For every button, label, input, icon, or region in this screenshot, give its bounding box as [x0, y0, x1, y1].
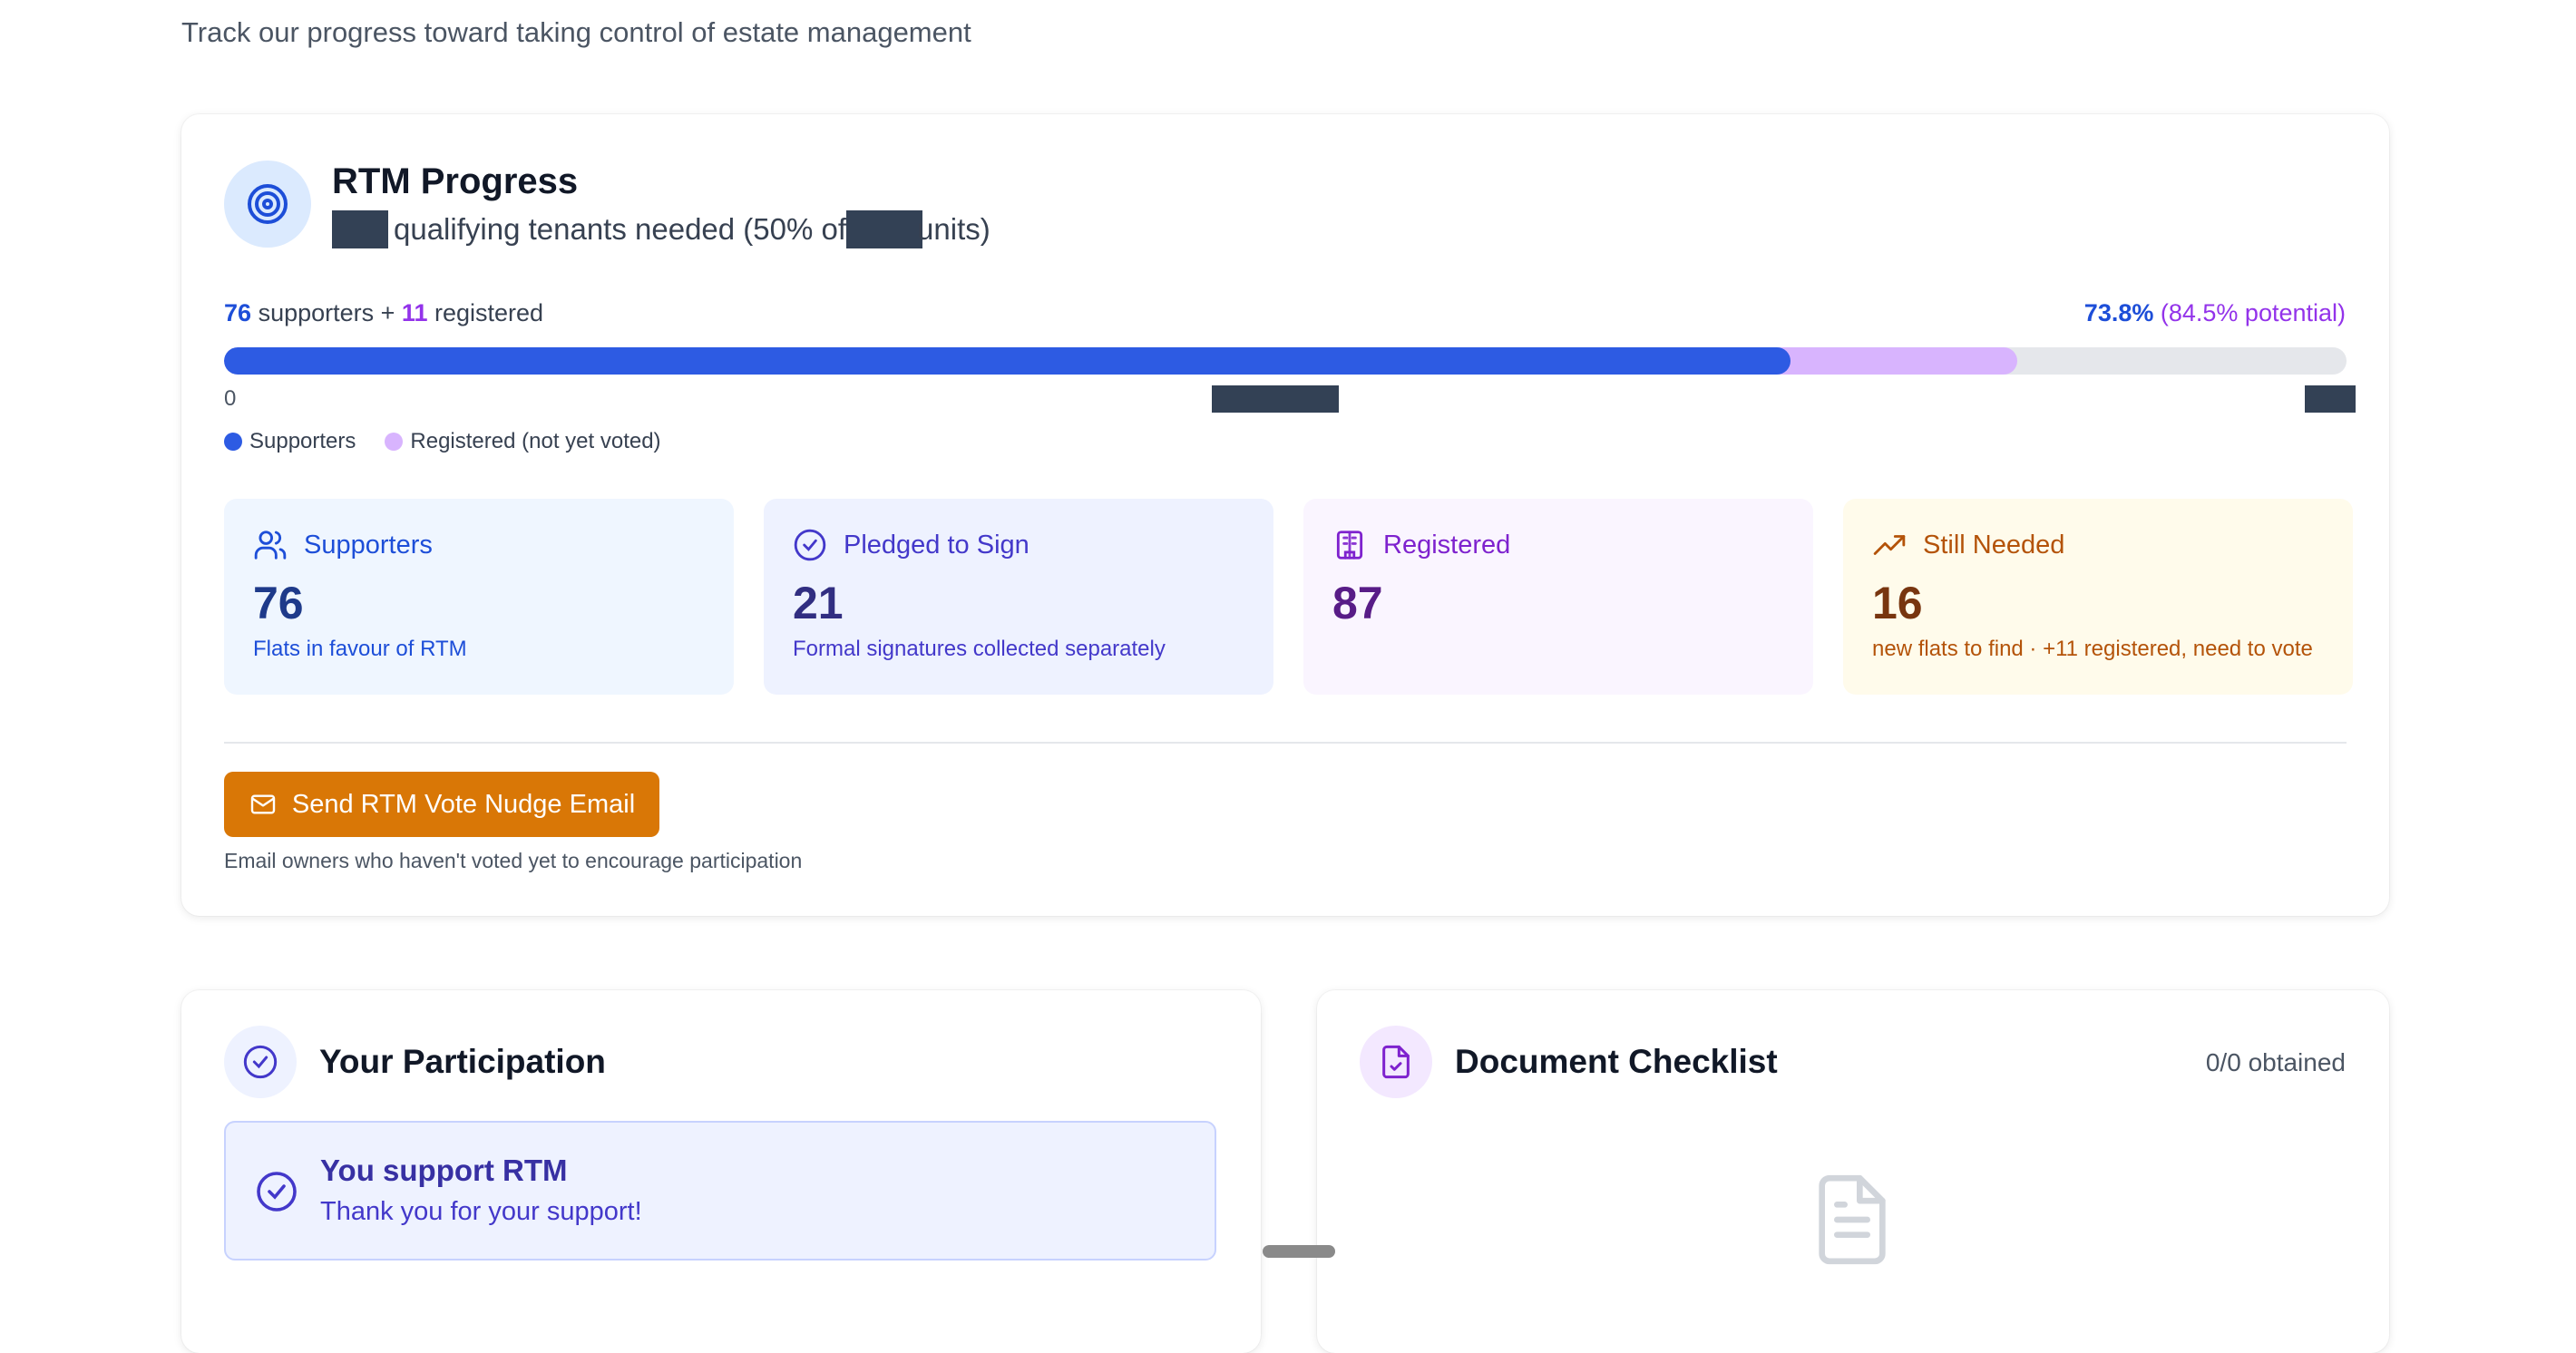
page-subtitle: Track our progress toward taking control…	[181, 16, 971, 48]
send-nudge-email-button[interactable]: Send RTM Vote Nudge Email	[224, 772, 659, 837]
progress-bar-supporters	[224, 347, 1791, 375]
document-checklist-card: Document Checklist 0/0 obtained	[1317, 990, 2389, 1353]
stat-note: new flats to find · +11 registered, need…	[1872, 637, 2313, 661]
stat-card-registered: Registered 87	[1303, 499, 1813, 695]
file-text-icon	[1814, 1174, 1890, 1270]
stat-note: Formal signatures collected separately	[793, 637, 1166, 661]
card-subtitle: qualifying tenants needed (50% of units)	[332, 210, 990, 248]
target-icon	[224, 161, 311, 248]
document-checklist-title: Document Checklist	[1455, 1043, 1778, 1080]
divider	[224, 742, 2347, 744]
users-icon	[254, 530, 287, 560]
file-check-icon	[1360, 1026, 1432, 1098]
legend-registered-swatch	[385, 433, 404, 451]
participation-card: Your Participation You support RTM Thank…	[181, 990, 1261, 1353]
progress-legend: Supporters Registered (not yet voted)	[224, 429, 661, 454]
mail-icon	[250, 794, 276, 814]
nudge-help-text: Email owners who haven't voted yet to en…	[224, 849, 803, 872]
redacted-total-label	[2305, 385, 2356, 413]
stat-value: 87	[1332, 578, 1383, 628]
stat-label: Registered	[1383, 530, 1511, 560]
progress-summary: 76 supporters + 11 registered	[224, 299, 544, 326]
stat-label: Supporters	[304, 530, 433, 560]
drag-handle[interactable]	[1263, 1245, 1335, 1258]
stat-note: Flats in favour of RTM	[253, 637, 467, 661]
stat-label: Still Needed	[1923, 530, 2065, 560]
stat-card-supporters: Supporters 76 Flats in favour of RTM	[224, 499, 734, 695]
support-status-title: You support RTM	[320, 1153, 568, 1187]
stat-card-pledged: Pledged to Sign 21 Formal signatures col…	[764, 499, 1273, 695]
redacted-count	[332, 210, 388, 248]
support-status-box: You support RTM Thank you for your suppo…	[224, 1121, 1216, 1261]
stat-value: 16	[1872, 578, 1923, 628]
stat-card-still-needed: Still Needed 16 new flats to find · +11 …	[1843, 499, 2353, 695]
check-circle-icon	[224, 1026, 297, 1098]
progress-bar	[224, 347, 2347, 375]
rtm-progress-card: RTM Progress qualifying tenants needed (…	[181, 114, 2389, 916]
check-circle-icon	[794, 529, 826, 561]
check-circle-icon	[257, 1172, 297, 1212]
redacted-units	[846, 210, 923, 248]
stat-value: 76	[253, 578, 304, 628]
stat-label: Pledged to Sign	[844, 530, 1029, 560]
progress-percent: 73.8% (84.5% potential)	[2083, 299, 2346, 326]
building-icon	[1336, 530, 1363, 560]
trending-up-icon	[1873, 535, 1906, 555]
participation-title: Your Participation	[319, 1043, 606, 1080]
support-status-text: Thank you for your support!	[320, 1197, 642, 1226]
axis-start-label: 0	[224, 386, 237, 411]
documents-obtained-count: 0/0 obtained	[2205, 1048, 2346, 1076]
redacted-threshold-label	[1212, 385, 1339, 413]
card-title: RTM Progress	[332, 161, 579, 201]
legend-supporters-swatch	[224, 433, 242, 451]
stat-value: 21	[793, 578, 844, 628]
